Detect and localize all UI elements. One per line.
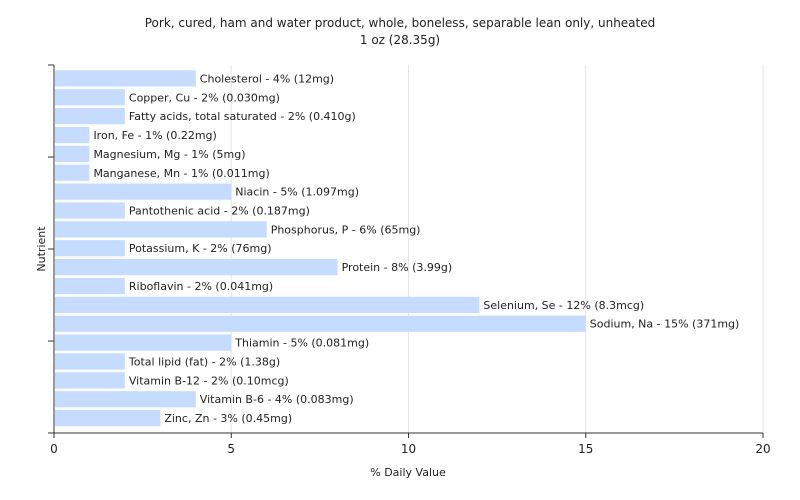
x-axis-ticks: 0 5 10 15 20 bbox=[50, 433, 771, 456]
bar-label: Manganese, Mn - 1% (0.011mg) bbox=[93, 167, 269, 180]
bar bbox=[55, 183, 232, 200]
bar-label: Thiamin - 5% (0.081mg) bbox=[234, 337, 369, 350]
bar-label: Potassium, K - 2% (76mg) bbox=[129, 242, 272, 255]
bar bbox=[55, 202, 125, 219]
x-tick-label: 20 bbox=[755, 442, 770, 456]
bar-label: Vitamin B-6 - 4% (0.083mg) bbox=[200, 393, 354, 406]
bar bbox=[55, 353, 125, 370]
x-tick-label: 5 bbox=[227, 442, 235, 456]
x-tick-label: 0 bbox=[50, 442, 58, 456]
bar bbox=[55, 70, 196, 87]
bar-label: Niacin - 5% (1.097mg) bbox=[235, 186, 359, 199]
bar bbox=[55, 391, 196, 408]
bar-labels-group: Cholesterol - 4% (12mg) Copper, Cu - 2% (… bbox=[93, 72, 739, 425]
bar-label: Protein - 8% (3.99g) bbox=[342, 261, 453, 274]
gridlines bbox=[230, 65, 764, 433]
bar-label: Iron, Fe - 1% (0.22mg) bbox=[93, 129, 216, 142]
bar bbox=[55, 296, 480, 313]
bar bbox=[55, 277, 125, 295]
bar bbox=[55, 145, 90, 163]
bar bbox=[55, 409, 161, 427]
x-tick-label: 10 bbox=[401, 442, 416, 456]
bar-label: Magnesium, Mg - 1% (5mg) bbox=[93, 148, 245, 161]
bar-label: Cholesterol - 4% (12mg) bbox=[200, 72, 334, 85]
bar-label: Total lipid (fat) - 2% (1.38g) bbox=[128, 355, 280, 368]
x-axis-title: % Daily Value bbox=[370, 466, 446, 479]
bar bbox=[55, 240, 125, 257]
bar-label: Vitamin B-12 - 2% (0.10mcg) bbox=[129, 374, 289, 387]
y-axis-title: Nutrient bbox=[35, 226, 48, 272]
bar bbox=[55, 108, 125, 125]
chart-title: Pork, cured, ham and water product, whol… bbox=[145, 16, 656, 30]
bar-label: Zinc, Zn - 3% (0.45mg) bbox=[164, 412, 292, 425]
chart-subtitle: 1 oz (28.35g) bbox=[360, 33, 440, 47]
bar bbox=[55, 126, 90, 144]
bar-label: Riboflavin - 2% (0.041mg) bbox=[129, 280, 273, 293]
bar bbox=[55, 164, 90, 181]
bar bbox=[55, 259, 338, 276]
bar bbox=[55, 315, 586, 332]
bar-label: Pantothenic acid - 2% (0.187mg) bbox=[129, 205, 310, 218]
bar bbox=[55, 221, 267, 238]
bar-label: Copper, Cu - 2% (0.030mg) bbox=[129, 91, 280, 104]
bar-label: Fatty acids, total saturated - 2% (0.410… bbox=[129, 110, 356, 123]
bars-group bbox=[55, 70, 586, 427]
x-tick-label: 15 bbox=[578, 442, 593, 456]
bar bbox=[55, 89, 125, 106]
bar-label: Selenium, Se - 12% (8.3mcg) bbox=[483, 299, 644, 312]
bar-label: Sodium, Na - 15% (371mg) bbox=[590, 318, 740, 331]
bar-label: Phosphorus, P - 6% (65mg) bbox=[271, 223, 421, 236]
bar bbox=[55, 372, 125, 389]
bar bbox=[55, 334, 232, 351]
